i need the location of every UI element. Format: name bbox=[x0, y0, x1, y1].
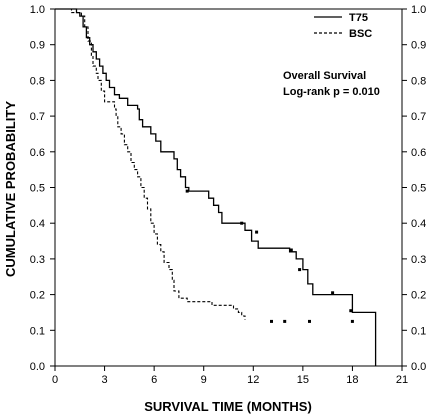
censor-mark-t75 bbox=[289, 248, 293, 252]
y-tick-label-left: 0.2 bbox=[30, 290, 45, 302]
y-tick-label-right: 0.9 bbox=[411, 40, 426, 52]
y-tick-label-left: 0.3 bbox=[30, 254, 45, 266]
legend: T75 BSC bbox=[314, 12, 372, 40]
series-layer bbox=[55, 8, 377, 366]
y-tick-label-left: 0.0 bbox=[30, 361, 45, 373]
legend-label-t75: T75 bbox=[349, 12, 368, 24]
y-tick-label-right: 0.2 bbox=[411, 290, 426, 302]
censor-mark-bsc bbox=[308, 319, 311, 323]
y-tick-label-right: 0.4 bbox=[411, 218, 426, 230]
y-axis-left: 0.0 0.1 0.2 0.3 0.4 0.5 0.6 0.7 0.8 0.9 1.0 bbox=[30, 4, 55, 373]
annotation-title: Overall Survival bbox=[283, 70, 366, 82]
y-tick-label-left: 0.5 bbox=[30, 183, 45, 195]
series-line-t75 bbox=[55, 8, 377, 366]
censor-mark-bsc bbox=[350, 319, 354, 323]
y-tick-label-left: 0.8 bbox=[30, 75, 45, 87]
y-tick-label-left: 0.9 bbox=[30, 40, 45, 52]
x-tick-label: 0 bbox=[52, 374, 58, 386]
y-tick-label-left: 0.6 bbox=[30, 147, 45, 159]
censor-mark-t75 bbox=[255, 230, 259, 234]
censor-mark-bsc bbox=[270, 319, 273, 323]
x-tick-label: 6 bbox=[151, 374, 157, 386]
censor-mark-t75 bbox=[349, 309, 353, 313]
x-tick-label: 12 bbox=[247, 374, 259, 386]
y-tick-label-right: 0.1 bbox=[411, 325, 426, 337]
x-tick-label: 18 bbox=[346, 374, 358, 386]
x-tick-label: 21 bbox=[396, 374, 408, 386]
y-tick-label-right: 0.8 bbox=[411, 75, 426, 87]
censor-mark-t75 bbox=[240, 221, 244, 225]
series-line-bsc bbox=[55, 8, 246, 320]
y-tick-label-right: 0.7 bbox=[411, 111, 426, 123]
y-tick-label-left: 0.4 bbox=[30, 218, 45, 230]
y-tick-label-right: 0.6 bbox=[411, 147, 426, 159]
y-axis-right: 0.0 0.1 0.2 0.3 0.4 0.5 0.6 0.7 0.8 0.9 1.0 bbox=[402, 4, 426, 373]
censor-mark-t75 bbox=[298, 268, 302, 272]
annotation-logrank: Log-rank p = 0.010 bbox=[283, 86, 380, 98]
censor-mark-bsc bbox=[283, 319, 287, 323]
y-tick-label-right: 0.5 bbox=[411, 183, 426, 195]
y-tick-label-left: 0.1 bbox=[30, 325, 45, 337]
plot-frame bbox=[54, 8, 403, 367]
y-axis-title: CUMULATIVE PROBABILITY bbox=[3, 101, 18, 277]
x-axis: 0 3 6 9 12 15 18 21 bbox=[52, 366, 408, 386]
x-tick-label: 3 bbox=[102, 374, 108, 386]
y-tick-label-right: 0.0 bbox=[411, 361, 426, 373]
y-tick-label-right: 0.3 bbox=[411, 254, 426, 266]
censor-mark-t75 bbox=[331, 291, 335, 295]
x-axis-title: SURVIVAL TIME (MONTHS) bbox=[144, 399, 312, 414]
x-tick-label: 15 bbox=[297, 374, 309, 386]
y-tick-label-right: 1.0 bbox=[411, 4, 426, 16]
legend-label-bsc: BSC bbox=[349, 28, 372, 40]
x-tick-label: 9 bbox=[201, 374, 207, 386]
censor-mark-t75 bbox=[185, 189, 189, 193]
y-tick-label-left: 1.0 bbox=[30, 4, 45, 16]
y-tick-label-left: 0.7 bbox=[30, 111, 45, 123]
